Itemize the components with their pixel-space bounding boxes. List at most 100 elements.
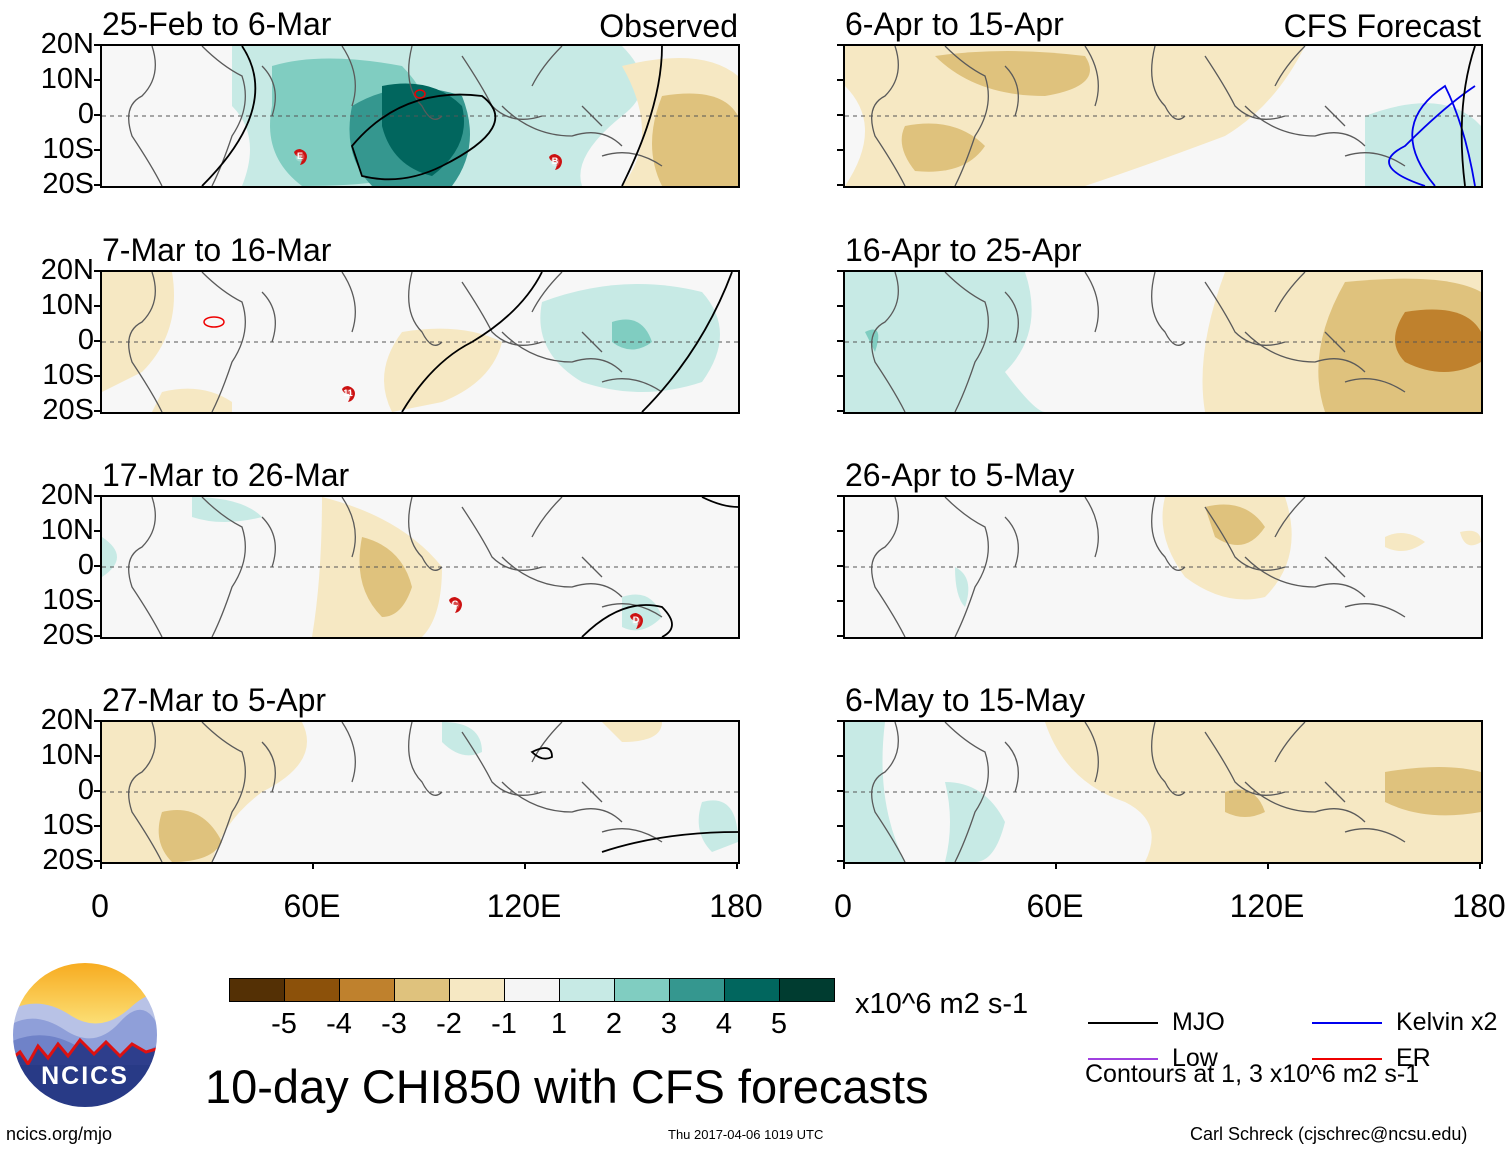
panel-1-date-range: 6-Apr to 15-Apr [845,6,1064,42]
colorbar-units: x10^6 m2 s-1 [855,988,1029,1020]
coastline-2-1 [201,272,246,412]
anomaly-region-2-3 [384,328,502,412]
legend-label: Low [1172,1044,1218,1072]
anomaly-region-0-5 [652,93,738,186]
y-tick-mark [837,114,843,116]
coastline-7-6 [1244,781,1366,823]
anomaly-region-1-2 [901,123,985,172]
coastline-5-2 [1004,516,1019,568]
contour-4-1 [701,497,738,508]
y-tick-mark [837,149,843,151]
y-tick-label: 20S [42,168,94,200]
y-tick-label: 10N [40,289,94,321]
coastline-1-1 [944,46,989,186]
legend-line-kelvin-x2 [1312,1022,1382,1024]
y-tick-label: 0 [77,324,94,356]
contour-0-0 [201,46,257,186]
footer-author: Carl Schreck (cjschrec@ncsu.edu) [1190,1124,1468,1144]
x-tick-mark [524,862,526,869]
main-title: 10-day CHI850 with CFS forecasts [205,1060,929,1113]
y-tick-label: 20N [40,479,94,511]
colorbar-swatch [449,978,505,1002]
coastline-4-7 [531,497,563,538]
y-tick-mark [94,495,100,497]
colorbar-swatch [614,978,670,1002]
y-tick-mark [837,600,843,602]
coastline-3-4 [1151,272,1186,346]
anomaly-region-6-1 [158,810,222,862]
y-tick-mark [94,565,100,567]
y-tick-mark [94,79,100,81]
legend-line-mjo [1088,1022,1158,1024]
coastline-4-6 [501,556,623,598]
anomaly-region-2-0 [102,272,174,392]
panel-0-label: Observed [599,8,738,44]
coastline-6-4 [408,722,443,796]
coastline-7-1 [944,722,989,862]
y-tick-mark [837,44,843,46]
coastline-5-3 [1084,497,1099,558]
y-tick-label: 0 [77,549,94,581]
y-tick-mark [94,635,100,637]
storm-marker-letter: E [296,151,303,161]
colorbar-label: -4 [326,1008,352,1040]
contour-2-0 [401,272,543,412]
colorbar-swatch [559,978,615,1002]
coastline-4-2 [261,516,276,568]
map-panel-1 [843,44,1483,188]
contours-note: Contours at 1, 3 x10^6 m2 s-1 [1085,1060,1420,1088]
coastline-4-4 [408,497,443,571]
colorbar-swatch [339,978,395,1002]
y-tick-mark [94,184,100,186]
logo-text: NCICS [41,1062,129,1090]
coastline-6-3 [341,722,356,783]
coastline-5-7 [1274,497,1306,538]
x-tick-label: 0 [91,888,109,924]
coastline-3-3 [1084,272,1099,333]
footer-timestamp: Thu 2017-04-06 1019 UTC [668,1127,824,1142]
coastline-2-4 [408,272,443,346]
x-tick-label: 60E [283,888,341,924]
coastline-5-5 [1204,506,1286,571]
coastline-7-2 [1004,741,1019,793]
y-tick-mark [837,790,843,792]
anomaly-region-6-3 [602,722,662,742]
contour-1-2 [1460,46,1476,186]
coastline-0-7 [531,46,563,87]
y-tick-mark [837,184,843,186]
y-tick-mark [94,114,100,116]
y-tick-mark [837,635,843,637]
panel-7-date-range: 6-May to 15-May [845,682,1086,718]
y-tick-mark [94,720,100,722]
coastline-1-3 [1084,46,1099,107]
coastline-6-1 [201,722,246,862]
anomaly-region-4-3 [102,537,117,577]
coastline-6-6 [501,781,623,823]
anomaly-region-7-4 [945,782,1005,862]
map-panel-2 [100,270,740,414]
y-tick-mark [94,600,100,602]
y-tick-mark [837,305,843,307]
y-tick-label: 20N [40,254,94,286]
y-tick-mark [94,340,100,342]
coastline-7-4 [1151,722,1186,796]
y-tick-label: 20S [42,394,94,426]
y-tick-label: 20N [40,28,94,60]
coastline-0-3 [341,46,356,107]
y-tick-mark [837,375,843,377]
y-tick-mark [94,375,100,377]
contour-2-1 [641,272,733,412]
x-tick-label: 120E [486,888,562,924]
legend-label: Kelvin x2 [1396,1008,1498,1036]
x-tick-label: 120E [1229,888,1305,924]
panel-4-date-range: 17-Mar to 26-Mar [102,457,350,493]
anomaly-region-7-1 [1385,767,1481,816]
storm-marker-1: B [546,153,564,171]
coastline-7-0 [871,722,906,862]
y-tick-mark [837,495,843,497]
colorbar-label: 1 [550,1008,568,1040]
y-tick-mark [837,530,843,532]
coastline-6-7 [531,722,563,763]
coastline-3-1 [944,272,989,412]
ncics-logo: NCICS [10,960,160,1110]
